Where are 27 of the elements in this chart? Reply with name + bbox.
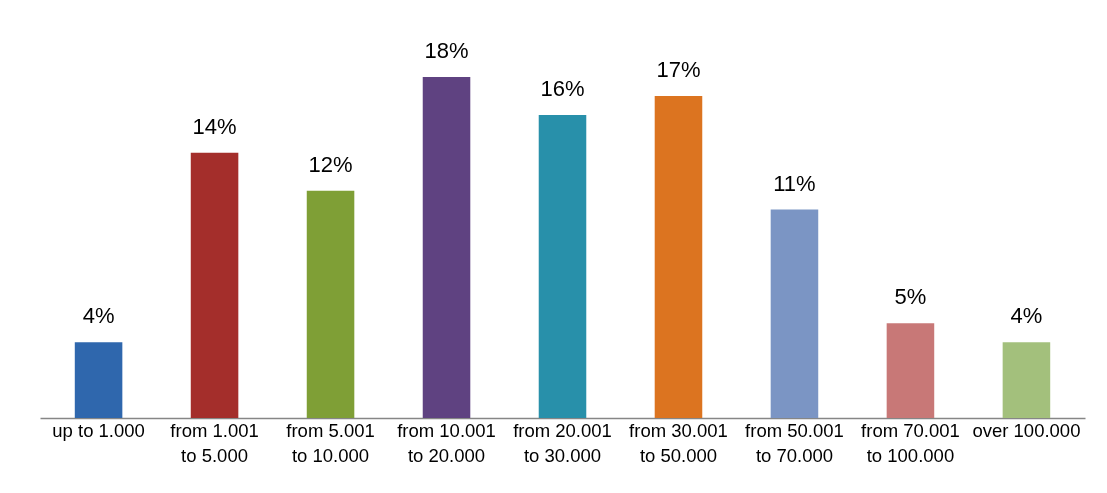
bar	[1002, 342, 1051, 418]
x-tick-label: from 20.001 to 30.000	[513, 419, 612, 466]
x-tick-label: from 5.001 to 10.000	[286, 419, 375, 466]
bar	[422, 77, 471, 418]
data-label: 17%	[656, 56, 701, 82]
bar	[654, 95, 703, 418]
x-tick-label: over 100.000	[972, 419, 1081, 441]
bar	[538, 114, 587, 418]
x-tick-label: up to 1.000	[52, 419, 145, 441]
x-tick-label: from 30.001 to 50.000	[629, 419, 728, 466]
bar	[190, 152, 239, 418]
data-label: 18%	[424, 38, 469, 63]
x-tick-label: from 70.001 to 100.000	[861, 419, 960, 466]
data-label: 16%	[540, 75, 585, 101]
data-label: 12%	[308, 151, 353, 177]
data-label: 11%	[773, 170, 816, 196]
bar	[770, 209, 819, 418]
data-label: 5%	[894, 284, 927, 310]
x-tick-label: from 1.001 to 5.000	[170, 419, 259, 466]
data-label: 14%	[192, 113, 237, 139]
data-label: 4%	[1010, 303, 1043, 329]
x-tick-label: from 50.001 to 70.000	[745, 419, 844, 466]
data-label: 4%	[82, 303, 115, 329]
bar	[886, 323, 935, 418]
x-tick-label: from 10.001 to 20.000	[397, 419, 496, 466]
bar	[74, 342, 123, 418]
bar	[306, 190, 355, 418]
